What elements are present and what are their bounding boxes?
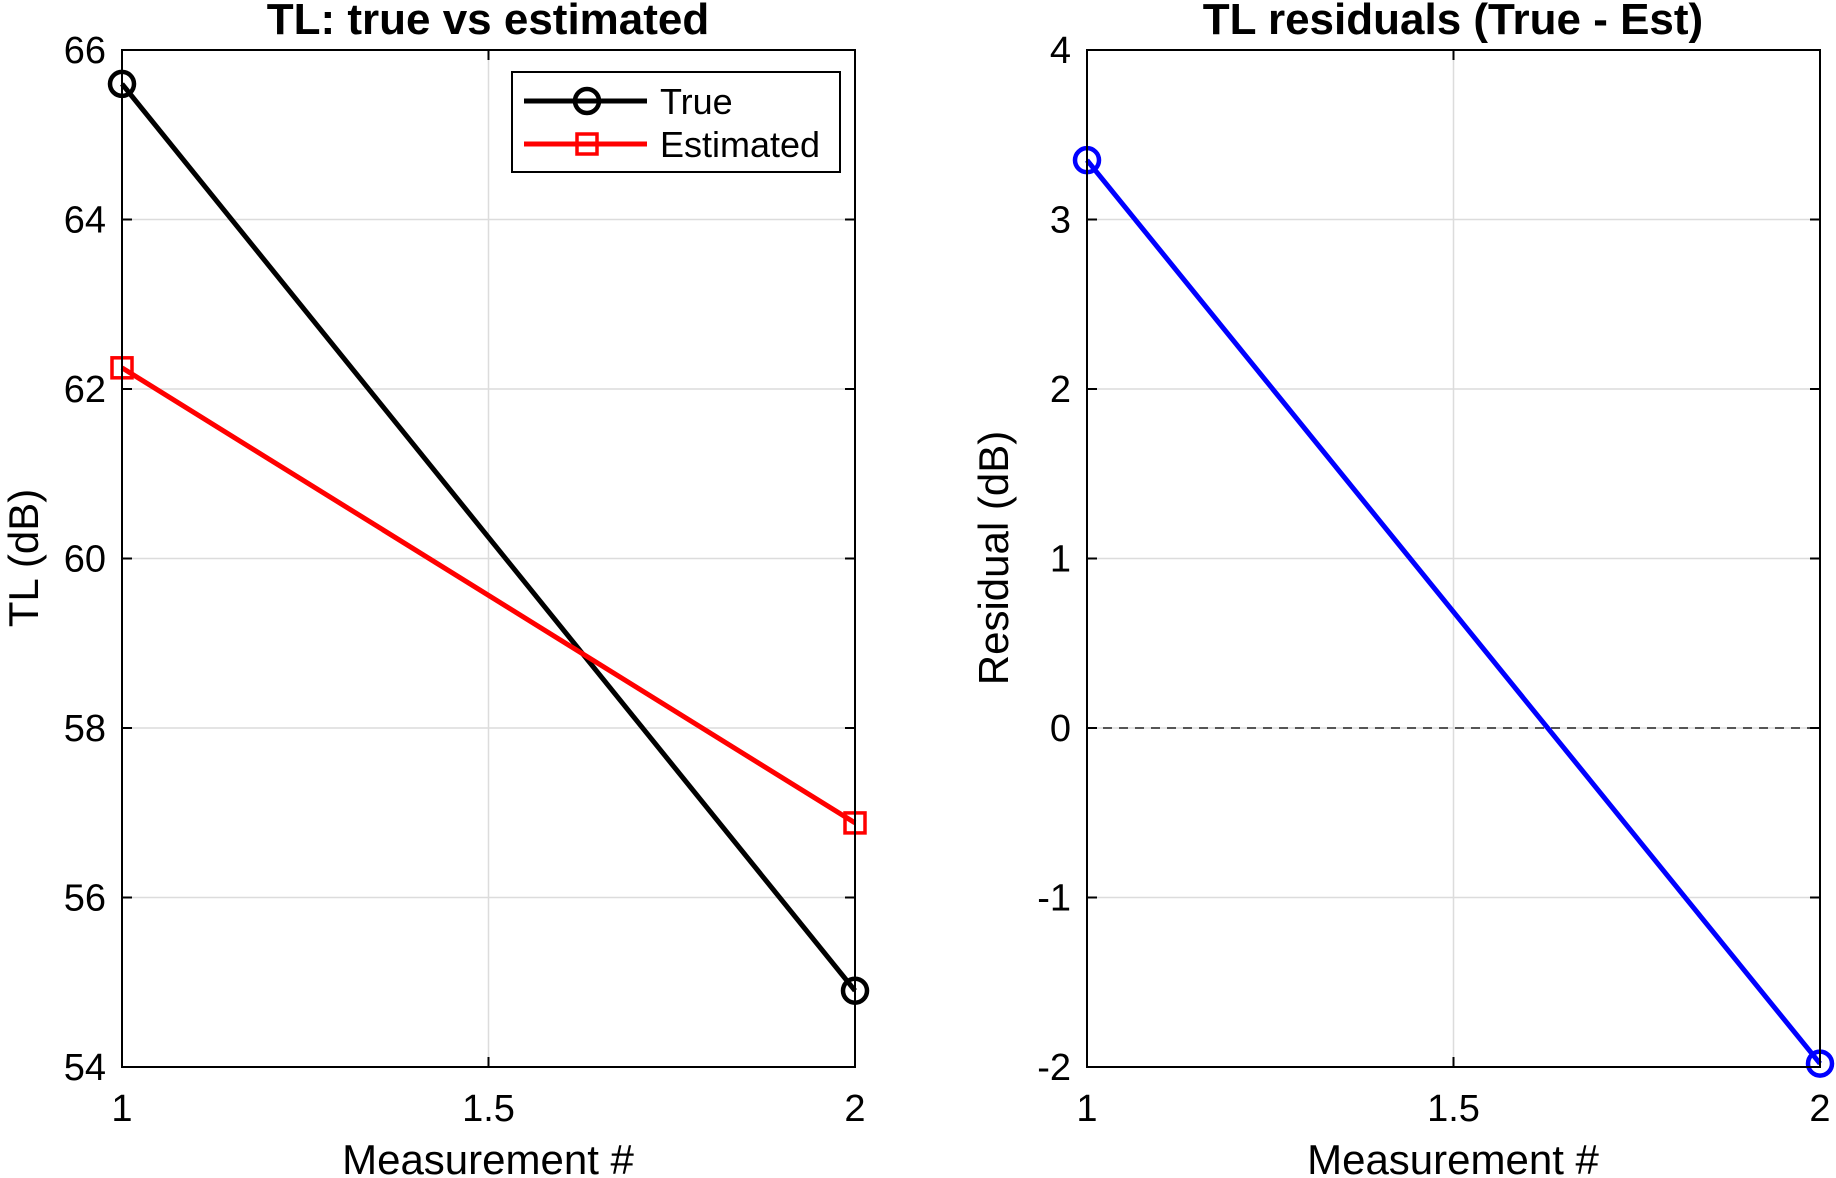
y-tick-label: 64 bbox=[64, 200, 106, 242]
x-tick-label: 1.5 bbox=[1427, 1088, 1480, 1130]
tl-residuals-chart: TL residuals (True - Est) Measurement # … bbox=[970, 0, 1835, 1178]
x-axis-label: Measurement # bbox=[342, 1136, 634, 1178]
y-tick-label: 66 bbox=[64, 30, 106, 72]
y-tick-label: 4 bbox=[1050, 30, 1071, 72]
y-tick-label: 3 bbox=[1050, 200, 1071, 242]
y-axis-label: TL (dB) bbox=[0, 489, 47, 627]
legend-box bbox=[511, 71, 841, 173]
y-tick-label: -2 bbox=[1037, 1047, 1071, 1089]
legend-entry-label: True bbox=[660, 81, 733, 122]
x-tick-label: 1 bbox=[111, 1088, 132, 1130]
series-line-residual bbox=[1085, 158, 1822, 1066]
legend-marker bbox=[572, 86, 602, 116]
y-tick-label: 1 bbox=[1050, 539, 1071, 581]
y-tick-label: 60 bbox=[64, 539, 106, 581]
x-tick-label: 1.5 bbox=[462, 1088, 515, 1130]
series-line-estimated bbox=[120, 365, 857, 826]
legend-entry-label: Estimated bbox=[660, 124, 820, 165]
y-tick-label: 58 bbox=[64, 708, 106, 750]
y-tick-label: 62 bbox=[64, 369, 106, 411]
plot-area bbox=[1072, 49, 1835, 1078]
x-tick-label: 2 bbox=[1809, 1088, 1830, 1130]
x-tick-label: 1 bbox=[1076, 1088, 1097, 1130]
plot-area bbox=[107, 49, 870, 1068]
tl-comparison-chart: TL: true vs estimated Measurement # TL (… bbox=[0, 0, 870, 1178]
y-tick-label: 2 bbox=[1050, 369, 1071, 411]
y-tick-label: 0 bbox=[1050, 708, 1071, 750]
y-tick-label: 56 bbox=[64, 878, 106, 920]
chart-title: TL residuals (True - Est) bbox=[1203, 0, 1703, 44]
legend-marker bbox=[575, 132, 599, 156]
x-tick-label: 2 bbox=[844, 1088, 865, 1130]
y-tick-label: 54 bbox=[64, 1047, 106, 1089]
y-axis-label: Residual (dB) bbox=[970, 431, 1017, 685]
chart-title: TL: true vs estimated bbox=[267, 0, 710, 44]
series-line-true bbox=[120, 82, 857, 993]
x-axis-label: Measurement # bbox=[1307, 1136, 1599, 1178]
y-tick-label: -1 bbox=[1037, 878, 1071, 920]
